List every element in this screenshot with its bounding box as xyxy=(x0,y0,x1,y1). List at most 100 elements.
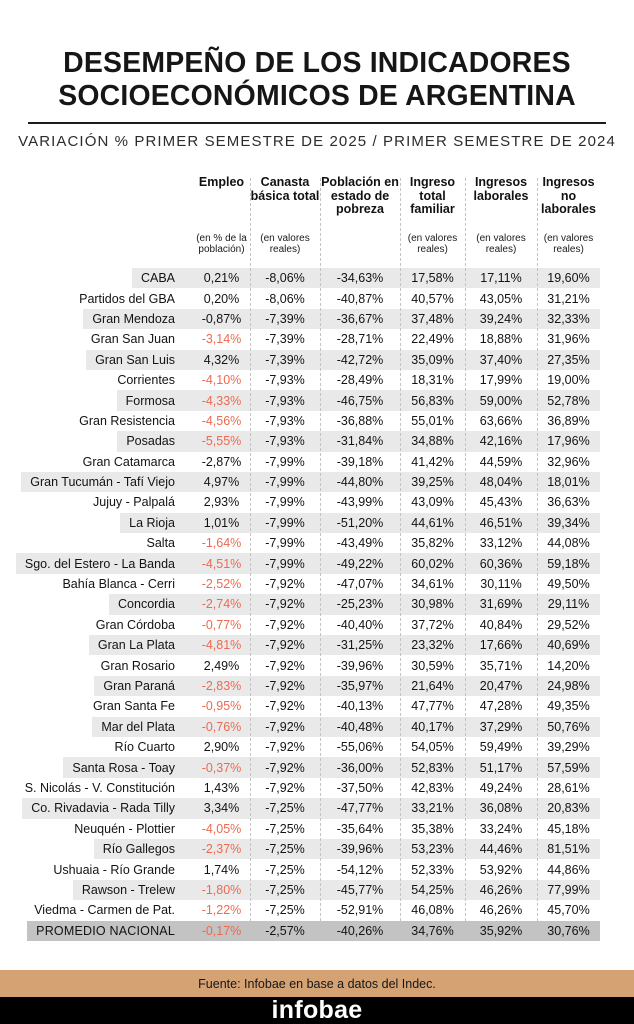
value-cell: -37,50% xyxy=(336,780,384,795)
region-label: Gran Paraná xyxy=(103,679,175,693)
table-row: S. Nicolás - V. Constitución 1,43% -7,92%… xyxy=(0,778,600,798)
row-band: S. Nicolás - V. Constitución 1,43% -7,92%… xyxy=(16,778,600,798)
table-row: Co. Rivadavia - Rada Tilly 3,34% -7,25% -4… xyxy=(0,798,600,819)
table-row: Mar del Plata -0,76% -7,92% -40,48% 40,17% 3… xyxy=(0,716,600,737)
region-label: Gran Resistencia xyxy=(79,413,175,428)
value-cell: 4,32% xyxy=(203,352,240,367)
table-row: Gran Resistencia -4,56% -7,93% -36,88% 55,0… xyxy=(0,411,600,431)
value-cell: 49,24% xyxy=(479,780,523,795)
column-header: Empleo (en % de la población) xyxy=(193,175,250,258)
value-cell: -7,25% xyxy=(265,882,305,897)
region-label: La Rioja xyxy=(129,515,175,530)
value-cell: 50,76% xyxy=(547,719,590,734)
column-header: Población en estado de pobreza xyxy=(320,175,400,258)
row-band: Gran Rosario 2,49% -7,92% -39,96% 30,59% 35,… xyxy=(92,655,600,675)
value-cell: -34,63% xyxy=(336,271,384,286)
value-cell: 49,35% xyxy=(547,699,590,714)
table-row: Posadas -5,55% -7,93% -31,84% 34,88% 42,16% 1… xyxy=(0,431,600,452)
value-cell: -40,87% xyxy=(336,291,384,306)
value-cell: -7,39% xyxy=(265,352,305,367)
value-cell: -7,99% xyxy=(265,515,305,530)
value-cell: 60,36% xyxy=(479,556,523,571)
value-cell: -7,93% xyxy=(265,413,305,428)
value-cell: -0,76% xyxy=(201,719,242,734)
table-row: Gran Córdoba -0,77% -7,92% -40,40% 37,72% 40… xyxy=(0,615,600,635)
row-band: Río Cuarto 2,90% -7,92% -55,06% 54,05% 59,49… xyxy=(106,737,600,757)
value-cell: 45,18% xyxy=(547,821,590,836)
value-cell: 18,31% xyxy=(411,373,454,388)
value-cell: 59,18% xyxy=(547,556,590,571)
value-cell: 52,78% xyxy=(547,393,590,408)
value-cell: 42,83% xyxy=(411,780,454,795)
value-cell: -7,92% xyxy=(265,658,305,673)
column-header: Ingreso total familiar (en valores reale… xyxy=(400,175,465,258)
value-cell: -7,93% xyxy=(265,373,305,388)
value-cell: 37,72% xyxy=(411,617,454,632)
region-label: Gran Mendoza xyxy=(92,311,175,326)
table-row: Corrientes -4,10% -7,93% -28,49% 18,31% 17,9… xyxy=(0,370,600,390)
row-band: Salta -1,64% -7,99% -43,49% 35,82% 33,12% 44,… xyxy=(138,533,601,553)
value-cell: -0,95% xyxy=(201,699,242,714)
column-header-label: Población en estado de pobreza xyxy=(321,175,399,216)
title-divider xyxy=(28,122,606,124)
value-cell: -31,84% xyxy=(336,434,384,449)
value-cell: -7,25% xyxy=(265,903,305,918)
table-row: Gran San Luis 4,32% -7,39% -42,72% 35,09% 37… xyxy=(0,349,600,370)
value-cell: 29,11% xyxy=(547,597,590,612)
region-label: Salta xyxy=(146,536,176,551)
value-cell: 46,26% xyxy=(479,882,523,897)
value-cell: 55,01% xyxy=(411,413,454,428)
column-divider-dashed xyxy=(250,178,251,941)
region-label: Neuquén - Plottier xyxy=(74,821,175,836)
value-cell: -40,26% xyxy=(336,923,384,938)
region-label: Ushuaia - Río Grande xyxy=(53,862,175,877)
row-band: Neuquén - Plottier -4,05% -7,25% -35,64% 35… xyxy=(65,819,600,839)
value-cell: -4,51% xyxy=(201,556,242,571)
value-cell: 29,52% xyxy=(547,617,590,632)
value-cell: -2,37% xyxy=(201,842,242,857)
value-cell: 35,38% xyxy=(411,821,454,836)
value-cell: -1,64% xyxy=(201,536,242,551)
table-row: PROMEDIO NACIONAL -0,17% -2,57% -40,26% 34,… xyxy=(0,920,600,941)
value-cell: -55,06% xyxy=(336,740,384,755)
table-row: Gran Santa Fe -0,95% -7,92% -40,13% 47,77% 4… xyxy=(0,696,600,716)
value-cell: 44,61% xyxy=(411,515,454,530)
value-cell: -7,99% xyxy=(265,536,305,551)
value-cell: 0,20% xyxy=(203,291,240,306)
region-label: Gran Tucumán - Tafí Viejo xyxy=(30,475,175,490)
value-cell: 39,29% xyxy=(547,740,590,755)
row-band: Gran San Juan -3,14% -7,39% -28,71% 22,49% 1… xyxy=(82,329,600,349)
value-cell: 81,51% xyxy=(547,842,590,857)
region-label: Gran La Plata xyxy=(97,638,175,653)
table-row: Bahía Blanca - Cerri -2,52% -7,92% -47,07%… xyxy=(0,574,600,594)
value-cell: -1,22% xyxy=(201,903,242,918)
value-cell: -51,20% xyxy=(336,515,384,530)
value-cell: -7,92% xyxy=(265,638,305,653)
row-band: Jujuy - Palpalá 2,93% -7,99% -43,99% 43,09%… xyxy=(84,492,600,512)
row-band: Concordia -2,74% -7,92% -25,23% 30,98% 31,69… xyxy=(109,594,600,615)
table-row: Río Cuarto 2,90% -7,92% -55,06% 54,05% 59,49… xyxy=(0,737,600,757)
value-cell: 19,00% xyxy=(547,373,590,388)
table-row: Santa Rosa - Toay -0,37% -7,92% -36,00% 52,… xyxy=(0,757,600,778)
region-label: Co. Rivadavia - Rada Tilly xyxy=(31,801,175,816)
table-row: CABA 0,21% -8,06% -34,63% 17,58% 17,11% 19,60… xyxy=(0,268,600,289)
value-cell: -35,97% xyxy=(336,679,384,693)
row-band: Santa Rosa - Toay -0,37% -7,92% -36,00% 52,… xyxy=(63,757,600,778)
value-cell: 31,69% xyxy=(479,597,523,612)
value-cell: -4,05% xyxy=(201,821,242,836)
column-header-note: (en % de la población) xyxy=(196,233,247,255)
column-header-label: Ingresos laborales xyxy=(473,175,529,203)
value-cell: -7,92% xyxy=(265,617,305,632)
table-row: Sgo. del Estero - La Banda -4,51% -7,99% -… xyxy=(0,553,600,574)
value-cell: 44,59% xyxy=(479,454,523,469)
table-row: Viedma - Carmen de Pat. -1,22% -7,25% -52,… xyxy=(0,900,600,920)
table-row: Neuquén - Plottier -4,05% -7,25% -35,64% 35… xyxy=(0,819,600,839)
row-band: Gran Resistencia -4,56% -7,93% -36,88% 55,0… xyxy=(70,411,600,431)
value-cell: -0,37% xyxy=(201,760,242,775)
table-row: Gran San Juan -3,14% -7,39% -28,71% 22,49% 1… xyxy=(0,329,600,349)
source-band: Fuente: Infobae en base a datos del Inde… xyxy=(0,970,634,997)
value-cell: 31,96% xyxy=(547,332,590,347)
value-cell: -46,75% xyxy=(336,393,384,408)
page-title-line-2: SOCIOECONÓMICOS DE ARGENTINA xyxy=(58,80,576,112)
